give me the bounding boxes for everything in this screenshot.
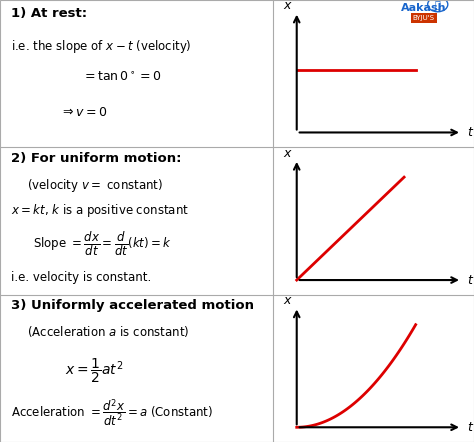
Text: x: x [283,294,291,307]
Text: $x = kt$, $k$ is a positive constant: $x = kt$, $k$ is a positive constant [11,202,189,219]
Text: i.e. velocity is constant.: i.e. velocity is constant. [11,271,151,284]
Text: t: t [467,126,473,139]
Text: t: t [467,274,473,286]
Text: 2) For uniform motion:: 2) For uniform motion: [11,152,182,164]
Text: Ⓐ: Ⓐ [435,0,441,9]
Text: x: x [283,0,291,12]
Text: Acceleration $= \dfrac{d^2x}{dt^2} = a$ (Constant): Acceleration $= \dfrac{d^2x}{dt^2} = a$ … [11,398,213,429]
Text: i.e. the slope of $x - t$ (velocity): i.e. the slope of $x - t$ (velocity) [11,38,191,55]
Text: $\Rightarrow v = 0$: $\Rightarrow v = 0$ [60,106,107,119]
Text: Aakash: Aakash [401,3,447,13]
Text: 1) At rest:: 1) At rest: [11,8,87,20]
Text: $x = \dfrac{1}{2}at^2$: $x = \dfrac{1}{2}at^2$ [65,357,124,385]
Text: t: t [467,421,473,434]
Text: $= \tan 0^\circ = 0$: $= \tan 0^\circ = 0$ [82,71,162,84]
Text: x: x [283,147,291,160]
Text: 3) Uniformly accelerated motion: 3) Uniformly accelerated motion [11,299,254,312]
Text: Slope $= \dfrac{dx}{dt} = \dfrac{d}{dt}(kt) = k$: Slope $= \dfrac{dx}{dt} = \dfrac{d}{dt}(… [33,230,172,258]
Text: BYJU'S: BYJU'S [413,15,435,21]
Text: (velocity $v =$ constant): (velocity $v =$ constant) [27,177,164,194]
Text: (Acceleration $a$ is constant): (Acceleration $a$ is constant) [27,324,190,339]
